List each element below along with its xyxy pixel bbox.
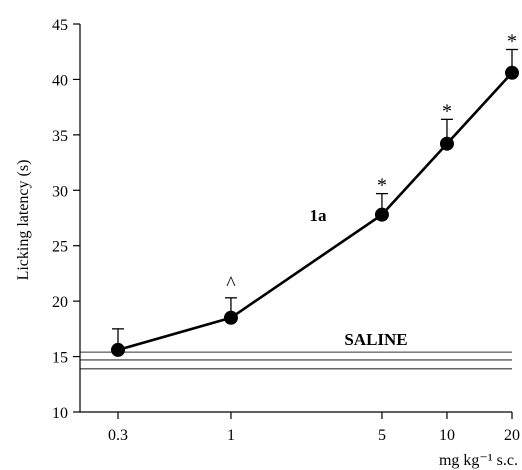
saline-label: SALINE <box>344 330 407 349</box>
x-axis-ticks: 0.3 1 5 10 20 <box>108 412 520 444</box>
y-axis-ticks: 10 15 20 25 30 35 40 45 <box>52 17 80 422</box>
y-tick-label: 30 <box>52 183 68 200</box>
data-point <box>111 342 125 357</box>
x-tick-label: 10 <box>439 427 455 444</box>
data-point <box>439 136 454 151</box>
y-tick-label: 20 <box>52 294 68 311</box>
significance-marker: ^ <box>226 273 236 295</box>
x-tick-label: 20 <box>504 427 520 444</box>
saline-reference-band <box>80 351 512 370</box>
y-tick-label: 25 <box>52 239 68 256</box>
x-tick-label: 0.3 <box>108 427 128 444</box>
y-tick-label: 45 <box>52 17 68 34</box>
y-tick-label: 35 <box>52 128 68 145</box>
data-point <box>505 65 519 80</box>
y-tick-label: 10 <box>52 405 68 422</box>
x-tick-label: 1 <box>227 427 235 444</box>
y-axis-label: Licking latency (s) <box>15 160 32 281</box>
significance-marker: * <box>442 100 452 122</box>
series-1a <box>111 48 519 357</box>
significance-markers: ^ * * * <box>226 30 517 294</box>
data-point <box>374 207 389 222</box>
x-axis-label: mg kg⁻¹ s.c. <box>439 452 518 469</box>
x-tick-label: 5 <box>378 427 386 444</box>
y-tick-label: 15 <box>52 350 68 367</box>
significance-marker: * <box>507 30 517 52</box>
series-label: 1a <box>310 206 328 225</box>
data-point <box>223 310 238 325</box>
significance-marker: * <box>377 175 387 197</box>
y-tick-label: 40 <box>52 72 68 89</box>
